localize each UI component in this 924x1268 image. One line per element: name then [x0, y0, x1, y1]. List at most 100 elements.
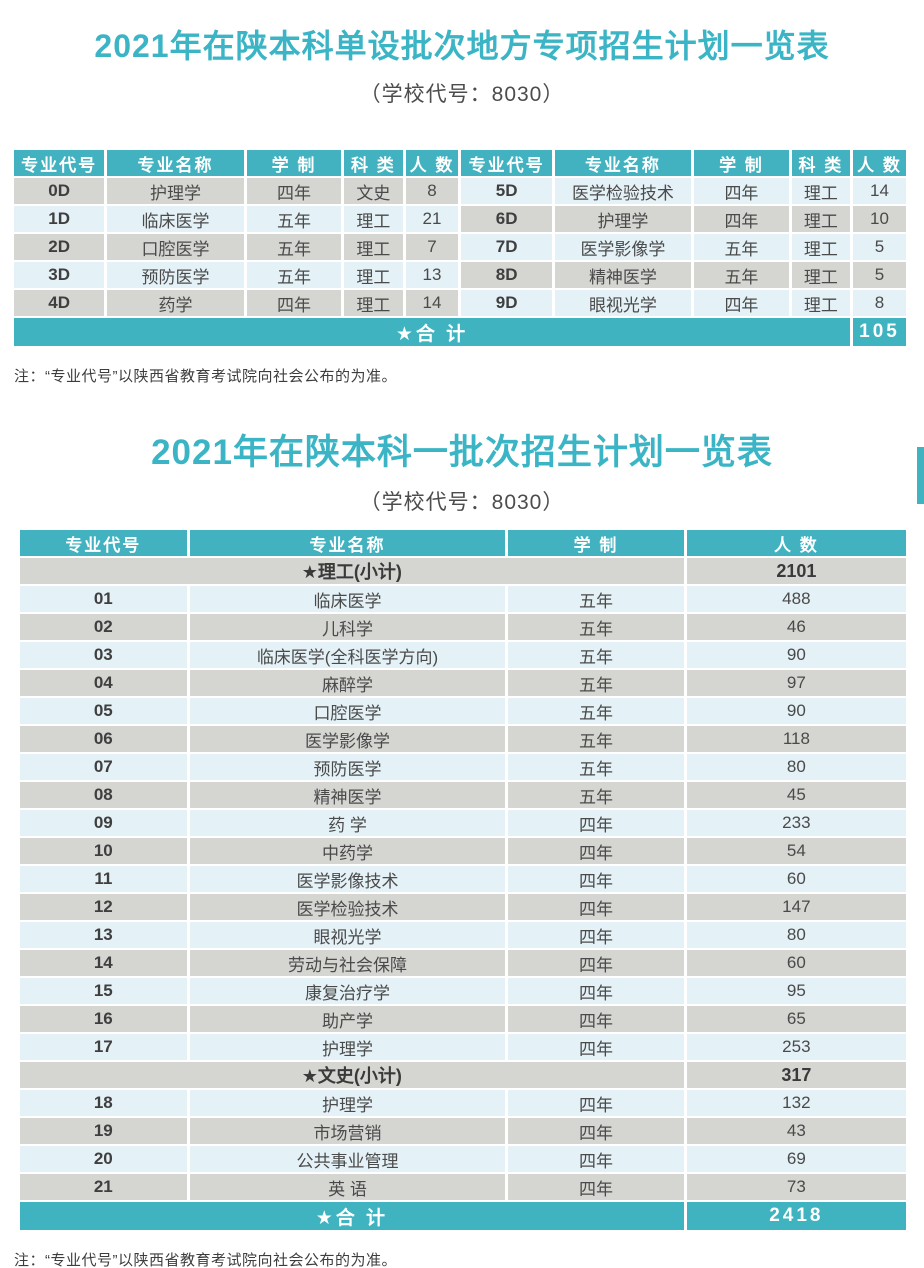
count-cell: 80 [686, 922, 906, 948]
column-header-cell: 专业代号 [461, 150, 552, 176]
name-cell: 护理学 [107, 178, 244, 204]
name-cell: 护理学 [554, 206, 692, 232]
code-cell: 18 [20, 1090, 187, 1116]
total-label-cell: ★合 计 [20, 1202, 684, 1230]
name-cell: 市场营销 [189, 1118, 506, 1144]
code-cell: 6D [461, 206, 552, 232]
duration-cell: 四年 [508, 1174, 684, 1200]
name-cell: 医学影像学 [554, 234, 692, 260]
name-cell: 精神医学 [554, 262, 692, 288]
table-row: 04 麻醉学 五年 97 [20, 670, 906, 696]
count-cell: 10 [852, 206, 906, 232]
code-cell: 01 [20, 586, 187, 612]
code-cell: 2D [14, 234, 105, 260]
count-cell: 43 [686, 1118, 906, 1144]
duration-cell: 四年 [508, 810, 684, 836]
code-cell: 03 [20, 642, 187, 668]
table-row: 15 康复治疗学 四年 95 [20, 978, 906, 1004]
duration-cell: 五年 [508, 670, 684, 696]
table-row: 3D 预防医学 五年 理工 13 8D 精神医学 五年 理工 5 [14, 262, 906, 288]
total-row: ★合 计 2418 [20, 1202, 906, 1230]
duration-cell: 四年 [508, 894, 684, 920]
count-cell: 80 [686, 754, 906, 780]
code-cell: 10 [20, 838, 187, 864]
duration-cell: 四年 [694, 178, 789, 204]
table-row: 08 精神医学 五年 45 [20, 782, 906, 808]
first-batch-table: 专业代号 专业名称学 制人 数 ★理工(小计) 2101 01 临床医学 五年 488 02 儿… [17, 528, 909, 1232]
special-batch-note: 注：“专业代号”以陕西省教育考试院向社会公布的为准。 [14, 368, 397, 385]
column-header-cell: 人 数 [852, 150, 906, 176]
column-header-cell: 专业名称 [189, 530, 506, 556]
total-value-cell: 2418 [686, 1202, 906, 1230]
code-cell: 08 [20, 782, 187, 808]
count-cell: 97 [686, 670, 906, 696]
table-row: 4D 药学 四年 理工 14 9D 眼视光学 四年 理工 8 [14, 290, 906, 316]
name-cell: 临床医学 [107, 206, 244, 232]
name-cell: 英 语 [189, 1174, 506, 1200]
code-cell: 9D [461, 290, 552, 316]
duration-cell: 四年 [508, 866, 684, 892]
code-cell: 5D [461, 178, 552, 204]
subtotal-row: ★理工(小计) 2101 [20, 558, 906, 584]
name-cell: 医学检验技术 [189, 894, 506, 920]
name-cell: 护理学 [189, 1034, 506, 1060]
name-cell: 助产学 [189, 1006, 506, 1032]
category-cell: 理工 [344, 206, 403, 232]
table-row: 13 眼视光学 四年 80 [20, 922, 906, 948]
category-cell: 理工 [344, 234, 403, 260]
category-cell: 理工 [791, 290, 850, 316]
code-cell: 14 [20, 950, 187, 976]
duration-cell: 四年 [508, 1146, 684, 1172]
duration-cell: 五年 [694, 262, 789, 288]
table-row: 0D 护理学 四年 文史 8 5D 医学检验技术 四年 理工 14 [14, 178, 906, 204]
duration-cell: 五年 [246, 262, 342, 288]
name-cell: 劳动与社会保障 [189, 950, 506, 976]
subtotal-label-cell: ★文史(小计) [20, 1062, 684, 1088]
table-row: 01 临床医学 五年 488 [20, 586, 906, 612]
category-cell: 理工 [791, 206, 850, 232]
category-cell: 理工 [344, 290, 403, 316]
total-row: ★合 计 105 [14, 318, 906, 346]
subtotal-value-cell: 317 [686, 1062, 906, 1088]
code-cell: 11 [20, 866, 187, 892]
table-row: 20 公共事业管理 四年 69 [20, 1146, 906, 1172]
count-cell: 21 [405, 206, 459, 232]
duration-cell: 四年 [508, 1006, 684, 1032]
total-label-cell: ★合 计 [14, 318, 850, 346]
special-batch-table: 专业代号 专业名称学 制科 类人 数专业代号 专业名称学 制科 类人 数 0D 护理学… [11, 148, 909, 348]
column-header-cell: 学 制 [246, 150, 342, 176]
duration-cell: 五年 [508, 586, 684, 612]
duration-cell: 四年 [508, 1118, 684, 1144]
column-header-cell: 专业名称 [554, 150, 692, 176]
table-row: 12 医学检验技术 四年 147 [20, 894, 906, 920]
first-batch-school-code: （学校代号：8030） [359, 491, 565, 514]
category-cell: 文史 [344, 178, 403, 204]
name-cell: 医学检验技术 [554, 178, 692, 204]
subtotal-label-cell: ★理工(小计) [20, 558, 684, 584]
code-cell: 04 [20, 670, 187, 696]
column-header-cell: 学 制 [694, 150, 789, 176]
count-cell: 8 [852, 290, 906, 316]
column-header-cell: 科 类 [791, 150, 850, 176]
special-batch-school-code: （学校代号：8030） [359, 83, 565, 106]
table-row: 21 英 语四年 73 [20, 1174, 906, 1200]
special-batch-title: 2021年在陕本科单设批次地方专项招生计划一览表 [94, 28, 830, 64]
code-cell: 07 [20, 754, 187, 780]
header-row: 专业代号 专业名称学 制科 类人 数专业代号 专业名称学 制科 类人 数 [14, 150, 906, 176]
name-cell: 护理学 [189, 1090, 506, 1116]
count-cell: 147 [686, 894, 906, 920]
duration-cell: 五年 [694, 234, 789, 260]
duration-cell: 四年 [694, 206, 789, 232]
column-header-cell: 专业代号 [14, 150, 105, 176]
count-cell: 60 [686, 950, 906, 976]
count-cell: 5 [852, 262, 906, 288]
count-cell: 73 [686, 1174, 906, 1200]
count-cell: 60 [686, 866, 906, 892]
table-row: 07 预防医学 五年 80 [20, 754, 906, 780]
count-cell: 90 [686, 642, 906, 668]
code-cell: 02 [20, 614, 187, 640]
count-cell: 45 [686, 782, 906, 808]
column-header-cell: 人 数 [405, 150, 459, 176]
name-cell: 公共事业管理 [189, 1146, 506, 1172]
